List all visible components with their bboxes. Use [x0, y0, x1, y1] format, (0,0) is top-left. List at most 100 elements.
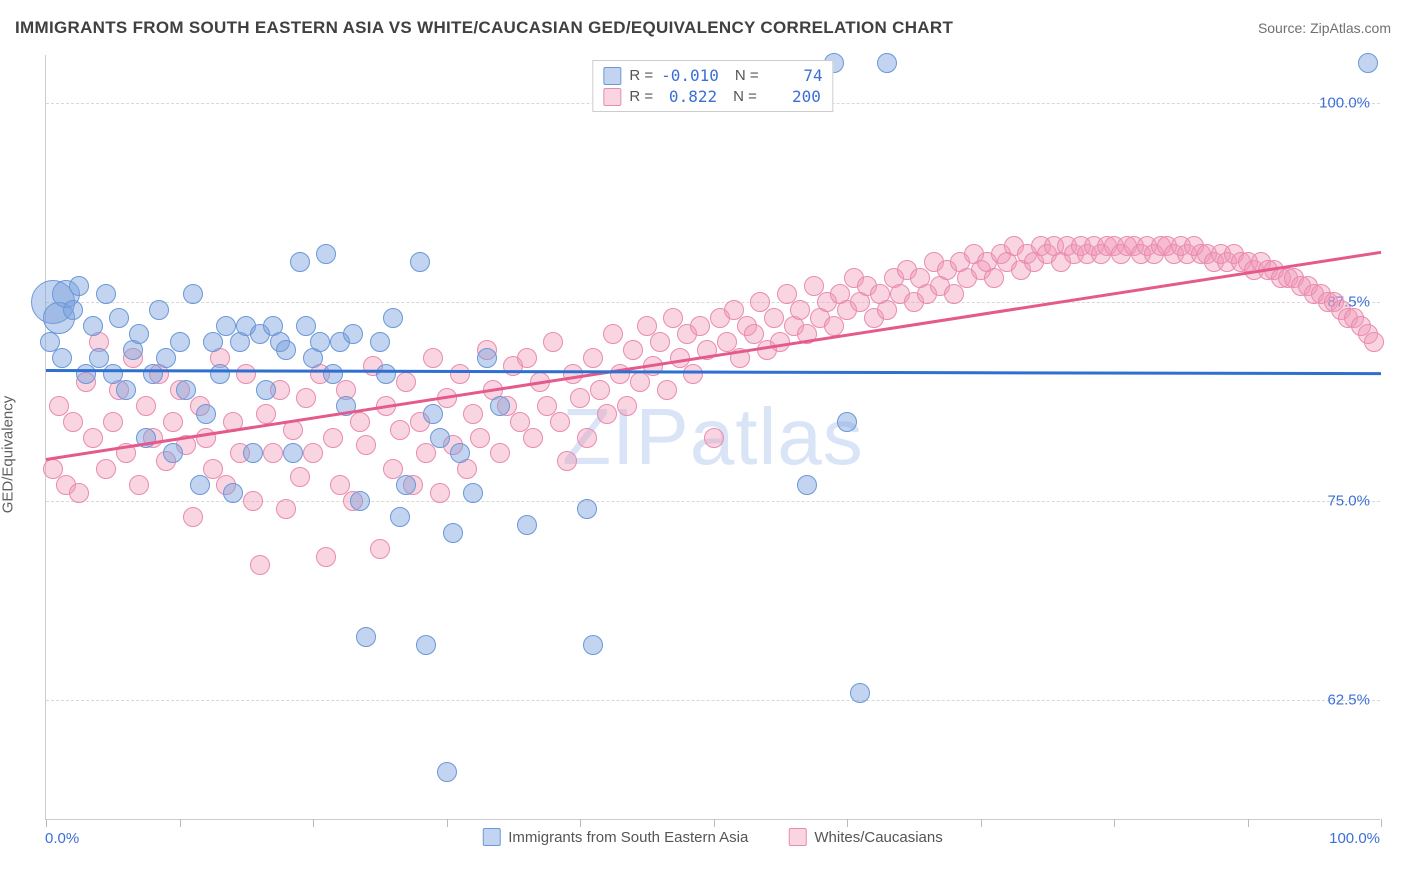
data-point — [583, 348, 603, 368]
data-point — [243, 443, 263, 463]
data-point — [470, 428, 490, 448]
data-point — [210, 364, 230, 384]
correlation-box: R =-0.010N =74R =0.822N =200 — [592, 60, 833, 112]
data-point — [183, 507, 203, 527]
data-point — [316, 547, 336, 567]
data-point — [657, 380, 677, 400]
data-point — [550, 412, 570, 432]
y-tick-label: 100.0% — [1319, 94, 1370, 111]
legend-swatch-icon — [482, 828, 500, 846]
data-point — [69, 483, 89, 503]
data-point — [490, 396, 510, 416]
data-point — [203, 332, 223, 352]
data-point — [350, 491, 370, 511]
data-point — [423, 348, 443, 368]
data-point — [190, 475, 210, 495]
x-tick — [580, 819, 581, 827]
data-point — [463, 404, 483, 424]
data-point — [350, 412, 370, 432]
r-value: 0.822 — [661, 87, 717, 106]
data-point — [650, 332, 670, 352]
data-point — [183, 284, 203, 304]
data-point — [163, 443, 183, 463]
data-point — [563, 364, 583, 384]
data-point — [590, 380, 610, 400]
n-value: 74 — [767, 66, 823, 85]
data-point — [283, 443, 303, 463]
data-point — [356, 435, 376, 455]
data-point — [136, 396, 156, 416]
data-point — [617, 396, 637, 416]
data-point — [1364, 332, 1384, 352]
data-point — [176, 380, 196, 400]
data-point — [797, 475, 817, 495]
legend-swatch-icon — [603, 88, 621, 106]
data-point — [69, 276, 89, 296]
data-point — [517, 515, 537, 535]
data-point — [557, 451, 577, 471]
data-point — [63, 412, 83, 432]
data-point — [356, 627, 376, 647]
data-point — [63, 300, 83, 320]
data-point — [790, 300, 810, 320]
x-tick — [1381, 819, 1382, 827]
data-point — [430, 483, 450, 503]
x-tick — [447, 819, 448, 827]
data-point — [243, 491, 263, 511]
data-point — [96, 284, 116, 304]
data-point — [276, 499, 296, 519]
data-point — [103, 412, 123, 432]
data-point — [577, 428, 597, 448]
data-point — [396, 372, 416, 392]
data-point — [877, 53, 897, 73]
y-axis-label: GED/Equivalency — [0, 396, 17, 514]
x-tick — [1248, 819, 1249, 827]
data-point — [523, 428, 543, 448]
data-point — [683, 364, 703, 384]
legend-swatch-icon — [788, 828, 806, 846]
data-point — [477, 348, 497, 368]
x-tick — [714, 819, 715, 827]
r-label: R = — [629, 88, 653, 105]
legend-swatch-icon — [603, 67, 621, 85]
data-point — [396, 475, 416, 495]
data-point — [323, 428, 343, 448]
data-point — [463, 483, 483, 503]
data-point — [423, 404, 443, 424]
data-point — [430, 428, 450, 448]
data-point — [390, 507, 410, 527]
x-tick — [847, 819, 848, 827]
data-point — [450, 443, 470, 463]
data-point — [129, 475, 149, 495]
data-point — [370, 332, 390, 352]
plot-area: ZIPatlas R =-0.010N =74R =0.822N =200 62… — [45, 55, 1380, 820]
x-tick — [981, 819, 982, 827]
n-label: N = — [733, 88, 757, 105]
title-bar: IMMIGRANTS FROM SOUTH EASTERN ASIA VS WH… — [15, 18, 1391, 38]
data-point — [343, 324, 363, 344]
y-tick-label: 62.5% — [1327, 692, 1370, 709]
data-point — [156, 348, 176, 368]
data-point — [837, 412, 857, 432]
data-point — [116, 380, 136, 400]
data-point — [877, 300, 897, 320]
data-point — [490, 443, 510, 463]
data-point — [250, 555, 270, 575]
gridline — [46, 302, 1380, 303]
data-point — [443, 523, 463, 543]
y-tick-label: 75.0% — [1327, 493, 1370, 510]
data-point — [316, 244, 336, 264]
r-value: -0.010 — [661, 66, 719, 85]
data-point — [290, 252, 310, 272]
data-point — [437, 762, 457, 782]
data-point — [704, 428, 724, 448]
bottom-legend: Immigrants from South Eastern AsiaWhites… — [482, 828, 943, 846]
data-point — [376, 364, 396, 384]
data-point — [623, 340, 643, 360]
data-point — [577, 499, 597, 519]
gridline — [46, 700, 1380, 701]
data-point — [370, 539, 390, 559]
data-point — [630, 372, 650, 392]
data-point — [143, 364, 163, 384]
data-point — [764, 308, 784, 328]
